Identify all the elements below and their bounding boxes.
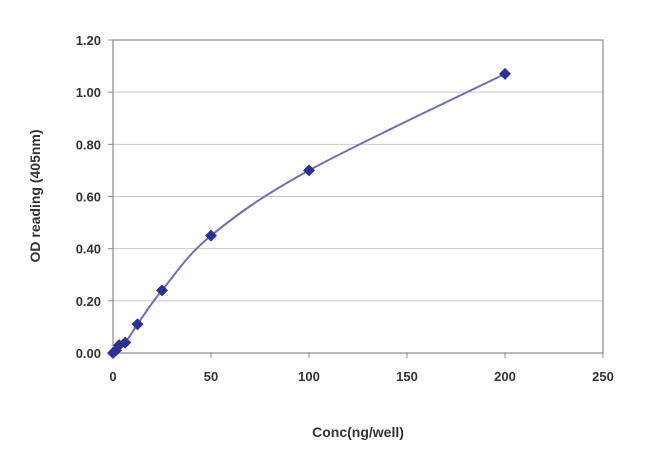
data-point <box>119 336 132 349</box>
series <box>107 67 511 359</box>
x-tick-label: 0 <box>109 369 116 384</box>
y-tick-label: 0.00 <box>76 346 101 361</box>
y-tick-label: 1.00 <box>76 85 101 100</box>
y-tick-label: 0.80 <box>76 137 101 152</box>
x-axis-label: Conc(ng/well) <box>312 424 404 440</box>
x-tick-label: 200 <box>494 369 516 384</box>
x-tick-label: 150 <box>396 369 418 384</box>
y-tick-label: 1.20 <box>76 33 101 48</box>
x-tick-labels: 0 50 100 150 200 250 <box>109 353 614 384</box>
y-tick-label: 0.20 <box>76 294 101 309</box>
x-tick-label: 100 <box>298 369 320 384</box>
x-tick-label: 50 <box>204 369 218 384</box>
data-point <box>131 318 144 331</box>
data-point <box>156 284 168 297</box>
data-point <box>499 67 511 80</box>
gridlines <box>113 91 603 302</box>
y-tick-labels: 0.00 0.20 0.40 0.60 0.80 1.00 1.20 <box>76 33 113 361</box>
y-tick-label: 0.60 <box>76 190 101 205</box>
y-axis-label: OD reading (405nm) <box>27 129 43 262</box>
data-point <box>303 164 315 177</box>
series-line <box>112 73 506 354</box>
y-tick-label: 0.40 <box>76 242 101 257</box>
data-point <box>205 229 217 242</box>
x-tick-label: 250 <box>592 369 614 384</box>
